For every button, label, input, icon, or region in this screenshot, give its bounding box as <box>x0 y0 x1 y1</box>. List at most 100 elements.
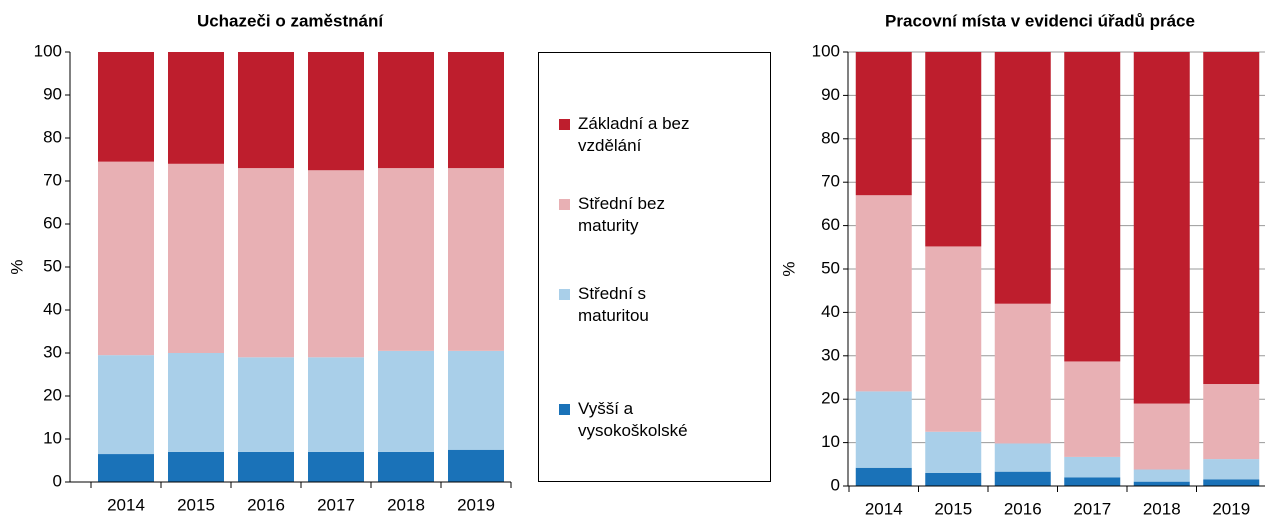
bar-segment <box>378 52 434 169</box>
bar-segment <box>98 454 154 482</box>
bar-segment <box>238 168 294 358</box>
bar-segment <box>855 391 912 468</box>
y-tick-label: 0 <box>831 475 840 494</box>
legend-item: Základní a bez vzdělání <box>559 113 728 157</box>
bar-segment <box>1133 403 1190 470</box>
y-tick-label: 70 <box>43 170 62 189</box>
bar-segment <box>1064 52 1121 362</box>
bar-segment <box>1064 456 1121 478</box>
y-tick-label: 90 <box>821 85 840 104</box>
bar-segment <box>994 303 1051 444</box>
bar-segment <box>448 350 504 450</box>
bar-segment <box>238 357 294 452</box>
y-axis-label: % <box>7 259 26 274</box>
bar-segment <box>1064 361 1121 457</box>
bar-segment <box>1203 52 1260 385</box>
x-tick-label: 2014 <box>107 495 145 514</box>
bar-segment <box>98 161 154 356</box>
y-tick-label: 80 <box>821 128 840 147</box>
bar-segment <box>98 52 154 162</box>
y-tick-label: 60 <box>43 213 62 232</box>
y-tick-label: 30 <box>43 342 62 361</box>
bar-segment <box>1133 52 1190 404</box>
legend-label: Základní a bez vzdělání <box>578 114 690 155</box>
bar-segment <box>1203 459 1260 480</box>
bar-segment <box>1133 481 1190 486</box>
x-tick-label: 2015 <box>934 499 972 518</box>
chart-title: Pracovní místa v evidenci úřadů práce <box>885 11 1195 30</box>
y-tick-label: 0 <box>53 471 62 490</box>
bar-segment <box>378 350 434 452</box>
legend: Základní a bez vzdělání Střední bez matur… <box>538 52 771 482</box>
bar-segment <box>925 246 982 432</box>
bar-segment <box>98 355 154 455</box>
bar-segment <box>448 449 504 482</box>
legend-item: Střední bez maturity <box>559 193 728 237</box>
bar-segment <box>1203 384 1260 460</box>
y-tick-label: 60 <box>821 215 840 234</box>
bar-segment <box>925 472 982 486</box>
bar-segment <box>855 52 912 196</box>
chart-title: Uchazeči o zaměstnání <box>197 11 384 30</box>
bar-segment <box>855 467 912 486</box>
y-tick-label: 50 <box>821 258 840 277</box>
bar-segment <box>994 471 1051 486</box>
legend-swatch <box>559 119 570 130</box>
bar-segment <box>308 357 364 452</box>
x-tick-label: 2019 <box>457 495 495 514</box>
bar-segment <box>168 353 224 452</box>
bar-segment <box>925 431 982 473</box>
bar-segment <box>168 163 224 353</box>
bar-segment <box>378 168 434 351</box>
y-tick-label: 80 <box>43 127 62 146</box>
y-tick-label: 10 <box>43 428 62 447</box>
bar-segment <box>1203 479 1260 486</box>
bar-segment <box>168 52 224 164</box>
y-tick-label: 20 <box>43 385 62 404</box>
bar-segment <box>308 52 364 171</box>
bar-segment <box>448 52 504 169</box>
y-tick-label: 100 <box>812 41 840 60</box>
bar-segment <box>994 52 1051 304</box>
x-tick-label: 2017 <box>1073 499 1111 518</box>
y-tick-label: 40 <box>43 299 62 318</box>
x-tick-label: 2018 <box>387 495 425 514</box>
bar-segment <box>168 451 224 482</box>
legend-swatch <box>559 289 570 300</box>
legend-swatch <box>559 199 570 210</box>
bar-segment <box>238 52 294 169</box>
bar-segment <box>855 195 912 392</box>
y-tick-label: 50 <box>43 256 62 275</box>
x-tick-label: 2016 <box>1004 499 1042 518</box>
bar-segment <box>925 52 982 247</box>
x-tick-label: 2014 <box>865 499 903 518</box>
legend-label: Střední s maturitou <box>578 284 649 325</box>
bar-segment <box>1133 469 1190 482</box>
x-tick-label: 2018 <box>1143 499 1181 518</box>
bar-segment <box>994 443 1051 472</box>
bar-segment <box>308 451 364 482</box>
y-tick-label: 100 <box>34 41 62 60</box>
bar-segment <box>308 170 364 358</box>
y-axis-label: % <box>779 261 798 276</box>
x-tick-label: 2016 <box>247 495 285 514</box>
y-tick-label: 70 <box>821 172 840 191</box>
y-tick-label: 20 <box>821 389 840 408</box>
y-tick-label: 90 <box>43 84 62 103</box>
x-tick-label: 2017 <box>317 495 355 514</box>
legend-item: Vyšší a vysokoškolské <box>559 398 743 442</box>
legend-swatch <box>559 404 570 415</box>
bar-segment <box>378 451 434 482</box>
x-tick-label: 2015 <box>177 495 215 514</box>
y-tick-label: 40 <box>821 302 840 321</box>
bar-segment <box>448 168 504 351</box>
legend-label: Vyšší a vysokoškolské <box>578 399 688 440</box>
bar-segment <box>238 451 294 482</box>
y-tick-label: 10 <box>821 432 840 451</box>
x-tick-label: 2019 <box>1212 499 1250 518</box>
bar-segment <box>1064 477 1121 486</box>
legend-item: Střední s maturitou <box>559 283 688 327</box>
legend-label: Střední bez maturity <box>578 194 665 235</box>
